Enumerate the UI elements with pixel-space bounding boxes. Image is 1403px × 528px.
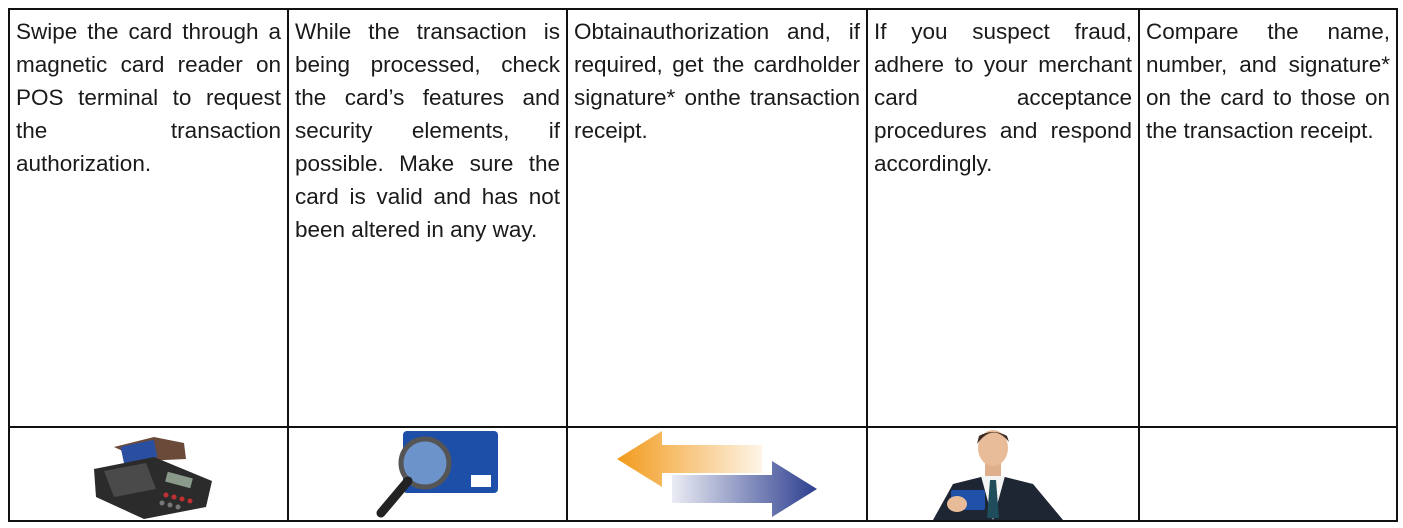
steps-table: Swipe the card through a magnetic card r… <box>8 8 1398 522</box>
image-cell <box>1138 426 1398 522</box>
cell: If you suspect fraud, adhere to your mer… <box>866 8 1140 428</box>
card-reader-image <box>93 437 212 519</box>
image-cell <box>566 426 868 522</box>
magnifier-card-image <box>376 431 498 518</box>
arrows-image <box>617 431 817 517</box>
cell: Swipe the card through a magnetic card r… <box>8 8 289 428</box>
cell: While the transaction is being processed… <box>287 8 568 428</box>
man-image <box>933 430 1063 520</box>
image-row <box>8 426 1398 522</box>
image-cell <box>8 426 289 522</box>
cell: Compare the name, number, and signature*… <box>1138 8 1398 428</box>
cell: Obtainauthorization and, if required, ge… <box>566 8 868 428</box>
text-row: Swipe the card through a magnetic card r… <box>8 8 1398 428</box>
image-cell <box>866 426 1140 522</box>
image-cell <box>287 426 568 522</box>
